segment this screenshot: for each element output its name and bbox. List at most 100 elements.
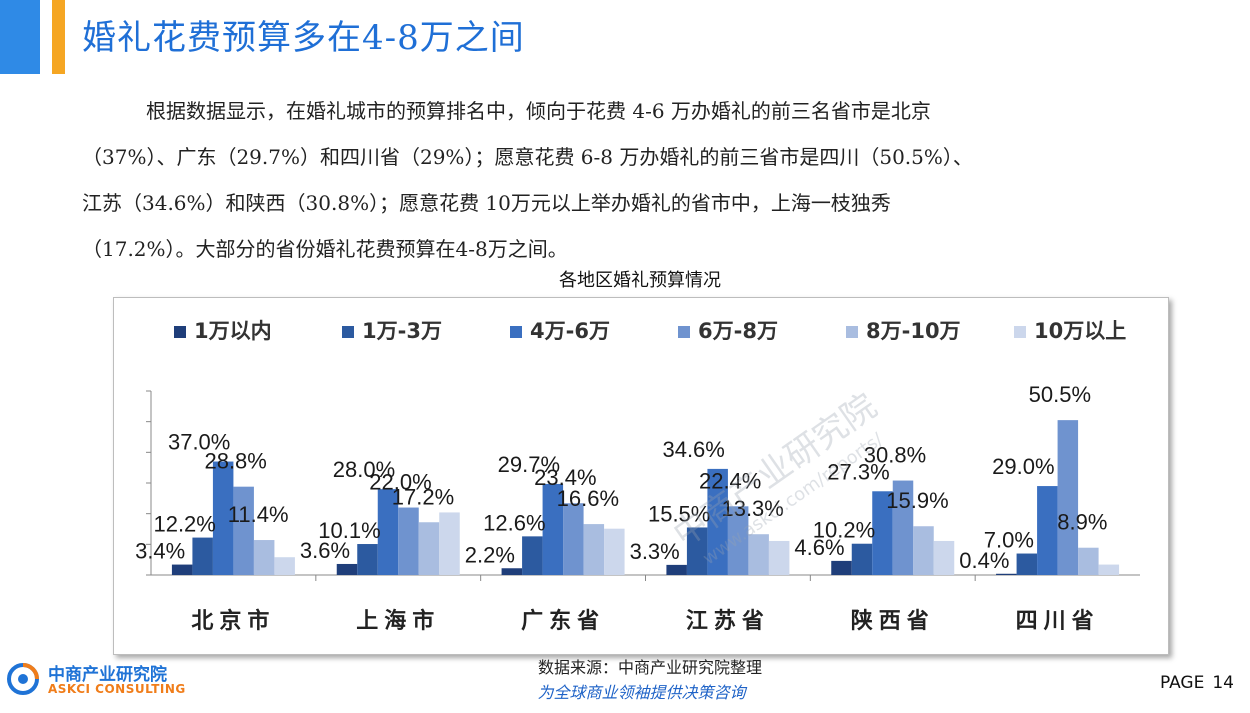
logo-text-cn: 中商产业研究院	[48, 665, 167, 685]
accent-bar-blue	[0, 0, 40, 74]
x-tick-label: 四川省	[1016, 609, 1100, 634]
x-tick-label: 陕西省	[851, 609, 935, 634]
bar	[418, 522, 440, 575]
legend-label: 4万-6万	[530, 319, 610, 343]
bar	[274, 557, 295, 575]
data-source: 数据来源：中商产业研究院整理	[537, 658, 762, 677]
data-label: 34.6%	[662, 437, 724, 462]
askci-logo-icon	[7, 663, 39, 695]
bar	[542, 483, 564, 575]
x-tick-label: 上海市	[356, 608, 440, 634]
bar	[604, 528, 625, 575]
chart-title: 各地区婚礼预算情况	[559, 270, 721, 291]
data-label: 28.0%	[333, 457, 395, 482]
x-tick-label: 江苏省	[686, 608, 770, 634]
legend-label: 6万-8万	[698, 319, 778, 343]
bar	[171, 564, 193, 575]
legend-label: 1万-3万	[362, 319, 442, 343]
data-label: 22.4%	[699, 468, 761, 493]
data-label: 11.4%	[228, 502, 289, 527]
legend-swatch	[678, 326, 690, 338]
data-label: 28.8%	[204, 449, 266, 474]
bar	[872, 491, 893, 575]
data-label: 15.9%	[886, 488, 948, 513]
data-label: 50.5%	[1029, 382, 1091, 407]
data-label: 29.0%	[992, 454, 1054, 479]
bar	[1057, 420, 1079, 575]
data-label: 12.6%	[483, 510, 545, 535]
bar	[583, 524, 605, 575]
bar	[357, 544, 378, 575]
data-label: 8.9%	[1057, 510, 1107, 535]
bar	[892, 480, 914, 575]
description-paragraph: 根据数据显示，在婚礼城市的预算排名中，倾向于花费 4-6 万办婚礼的前三名省市是…	[82, 88, 1192, 272]
bar	[851, 543, 873, 575]
bar	[1037, 486, 1058, 575]
data-label: 27.3%	[827, 459, 889, 484]
data-label: 2.2%	[465, 542, 515, 567]
chart-frame: 1万以内 1万-3万 4万-6万 6万-8万 8万-10万 10万以上北京市 上海市 广东省 江…	[113, 297, 1169, 655]
data-label: 17.2%	[392, 484, 454, 509]
paragraph-line: 江苏（34.6%）和陕西（30.8%）；愿意花费 10万元以上举办婚礼的省市中，…	[82, 191, 891, 215]
x-tick-label: 北京市	[191, 608, 275, 634]
legend-label: 1万以内	[194, 319, 272, 343]
data-label: 37.0%	[168, 430, 230, 455]
data-label: 30.8%	[864, 443, 926, 468]
legend-label: 8万-10万	[866, 319, 961, 343]
bar	[666, 564, 687, 575]
data-label: 16.6%	[557, 486, 619, 511]
page-number: PAGE 14	[1160, 673, 1234, 693]
page-label: PAGE	[1159, 673, 1205, 693]
bar	[727, 506, 749, 575]
data-label: 3.6%	[300, 538, 350, 563]
page-number-value: 14	[1212, 673, 1234, 693]
legend-swatch	[174, 326, 186, 338]
bar	[768, 540, 790, 575]
slogan: 为全球商业领袖提供决策咨询	[537, 683, 746, 702]
bar	[439, 512, 460, 575]
legend-swatch	[510, 326, 522, 338]
data-label: 15.5%	[648, 501, 710, 526]
bar	[398, 507, 419, 575]
bar	[522, 536, 543, 575]
bar	[501, 568, 523, 575]
bar	[933, 540, 955, 575]
bar	[707, 468, 728, 575]
bar	[212, 461, 234, 575]
legend-swatch	[342, 326, 354, 338]
data-label: 3.3%	[630, 539, 680, 564]
page-title: 婚礼花费预算多在4-8万之间	[82, 18, 525, 58]
accent-bar-orange	[52, 0, 65, 74]
bar	[1078, 547, 1099, 575]
bar	[233, 486, 254, 575]
bar	[686, 527, 708, 575]
bar	[831, 560, 852, 575]
legend-swatch	[846, 326, 858, 338]
bar	[748, 534, 769, 575]
data-label: 22.0%	[369, 470, 431, 495]
data-label: 13.3%	[721, 496, 783, 521]
data-label: 7.0%	[984, 528, 1034, 553]
data-label: 0.4%	[959, 548, 1009, 573]
legend-swatch	[1014, 326, 1026, 338]
bar	[1098, 564, 1120, 575]
data-label: 12.2%	[153, 512, 215, 537]
paragraph-line: （37%）、广东（29.7%）和四川省（29%）；愿意花费 6-8 万办婚礼的前…	[82, 145, 973, 169]
bar	[913, 526, 934, 575]
bar	[1016, 553, 1038, 575]
legend-label: 10万以上	[1034, 319, 1126, 343]
paragraph-line: 根据数据显示，在婚礼城市的预算排名中，倾向于花费 4-6 万办婚礼的前三名省市是…	[146, 99, 931, 123]
bar	[996, 573, 1017, 575]
data-label: 10.2%	[813, 518, 875, 543]
data-label: 4.6%	[794, 535, 844, 560]
company-logo: 中商产业研究院 ASKCI CONSULTING	[6, 660, 196, 704]
data-label: 10.1%	[318, 518, 380, 543]
x-tick-label: 广东省	[521, 608, 605, 634]
data-label: 29.7%	[498, 452, 560, 477]
data-label: 3.4%	[135, 539, 185, 564]
bar	[253, 540, 275, 575]
bar	[192, 537, 213, 575]
bar	[377, 489, 399, 575]
logo-text-en: ASKCI CONSULTING	[48, 682, 186, 696]
